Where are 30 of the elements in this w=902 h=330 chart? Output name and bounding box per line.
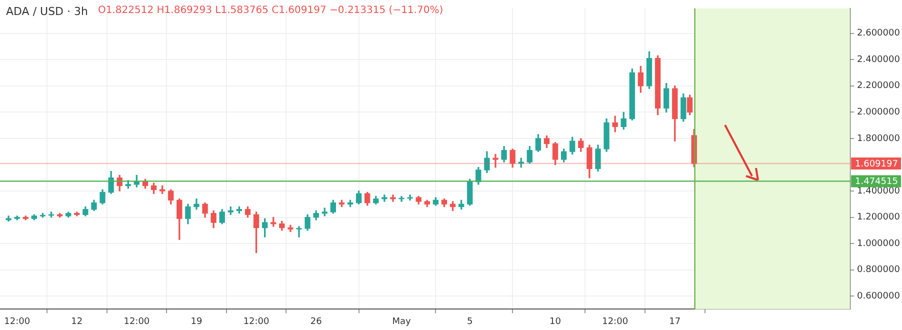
y-tick-label: 2.200000	[857, 81, 900, 92]
x-tick-label: 5	[466, 316, 473, 327]
x-tick-label: 12:00	[124, 316, 150, 327]
x-tick-label: 26	[310, 316, 322, 327]
x-tick-label: 17	[669, 316, 681, 327]
candlestick	[492, 154, 498, 168]
x-tick-label: 12:00	[602, 316, 628, 327]
y-tick-label: 1.000000	[857, 238, 900, 249]
y-tick-label: 2.400000	[857, 54, 900, 65]
ref-line-label: 1.474515	[855, 177, 898, 188]
ref-line-label: 1.609197	[855, 159, 898, 170]
y-tick-label: 1.800000	[857, 134, 900, 144]
x-tick-label: May	[392, 316, 412, 327]
x-tick-label: 10	[550, 316, 562, 327]
x-tick-label: 12:00	[243, 316, 270, 327]
chart-subtitle: O1.822512 H1.869293 L1.583765 C1.609197 −0.213315 (−11.70%)	[98, 5, 444, 18]
x-tick-label: 12	[71, 316, 83, 327]
chart-title: ADA / USD · 3h	[6, 5, 88, 18]
candlestick	[390, 194, 396, 202]
candlestick	[407, 194, 413, 201]
y-tick-label: 0.600000	[857, 291, 900, 302]
y-tick-label: 2.600000	[857, 28, 900, 39]
y-tick-label: 2.000000	[857, 108, 900, 118]
candlestick	[382, 194, 388, 202]
y-tick-label: 1.400000	[857, 186, 900, 196]
y-tick-label: 1.200000	[857, 212, 900, 223]
x-tick-label: 12:00	[4, 316, 30, 327]
y-tick-label: 0.800000	[857, 265, 900, 276]
candlestick	[296, 226, 302, 238]
x-tick-label: 19	[190, 316, 202, 327]
